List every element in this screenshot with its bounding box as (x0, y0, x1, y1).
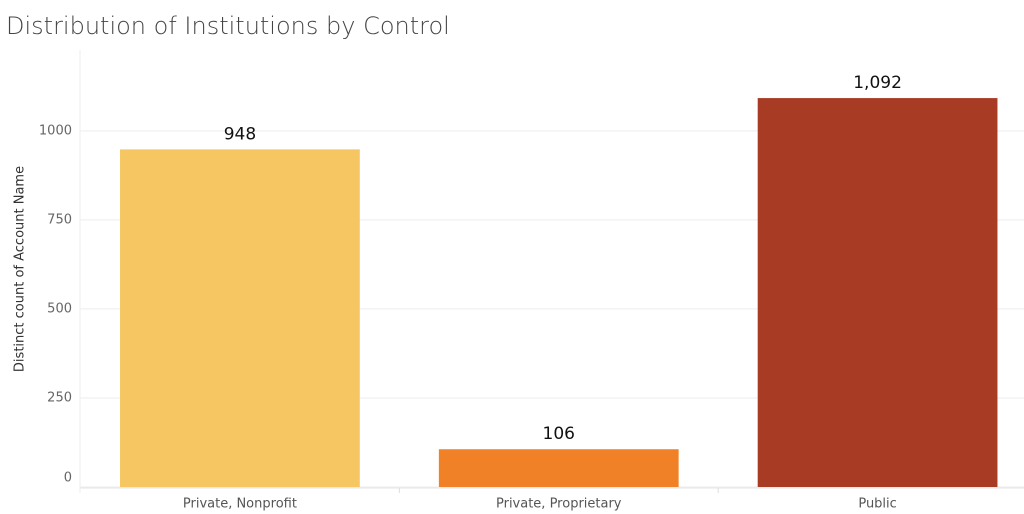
bar (438, 449, 679, 487)
value-label: 948 (224, 124, 256, 144)
bar (757, 98, 998, 487)
x-tick-label: Private, Nonprofit (183, 497, 297, 512)
y-axis-label: Distinct count of Account Name (13, 166, 28, 372)
y-tick-label: 750 (47, 212, 72, 227)
y-tick-label: 0 (64, 471, 72, 486)
y-tick-label: 1000 (39, 123, 72, 138)
bar (120, 149, 360, 487)
x-tick-label: Private, Proprietary (496, 497, 622, 512)
x-tick-label: Public (858, 497, 896, 512)
value-label: 106 (543, 424, 575, 444)
y-tick-label: 500 (47, 301, 72, 316)
y-tick-label: 250 (47, 390, 72, 405)
chart-title: Distribution of Institutions by Control (6, 12, 450, 40)
value-label: 1,092 (853, 73, 902, 93)
